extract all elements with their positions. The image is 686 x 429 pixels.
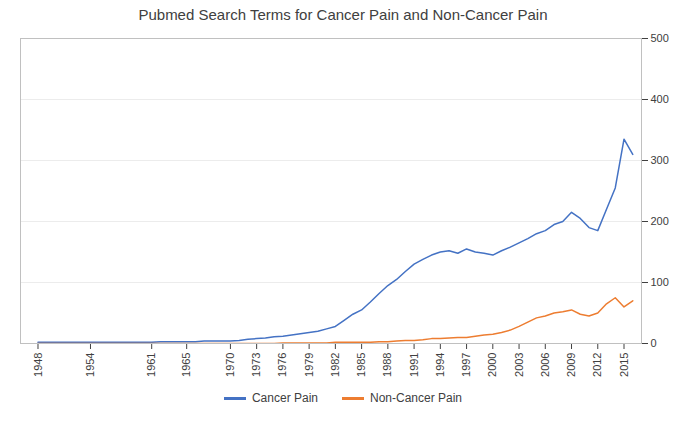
svg-text:200: 200	[651, 215, 669, 227]
svg-text:2006: 2006	[539, 353, 551, 377]
svg-text:0: 0	[651, 337, 657, 349]
svg-text:2000: 2000	[486, 353, 498, 377]
svg-text:100: 100	[651, 276, 669, 288]
svg-text:2015: 2015	[618, 353, 630, 377]
svg-text:1961: 1961	[145, 353, 157, 377]
svg-text:2012: 2012	[591, 353, 603, 377]
svg-text:1991: 1991	[408, 353, 420, 377]
svg-text:1985: 1985	[355, 353, 367, 377]
html-text:Non-Cancer Pain: Non-Cancer Pain	[370, 391, 462, 405]
html-text:Cancer Pain: Cancer Pain	[252, 391, 318, 405]
svg-text:2003: 2003	[513, 353, 525, 377]
svg-text:1982: 1982	[329, 353, 341, 377]
svg-text:1973: 1973	[250, 353, 262, 377]
svg-text:1988: 1988	[381, 353, 393, 377]
svg-text:1954: 1954	[84, 353, 96, 377]
svg-text:300: 300	[651, 154, 669, 166]
svg-text:500: 500	[651, 32, 669, 44]
svg-text:1994: 1994	[434, 353, 446, 377]
svg-text:1976: 1976	[276, 353, 288, 377]
svg-text:2009: 2009	[565, 353, 577, 377]
svg-text:1948: 1948	[32, 353, 44, 377]
svg-text:1970: 1970	[224, 353, 236, 377]
html-text:Pubmed Search Terms for Cancer: Pubmed Search Terms for Cancer Pain and …	[138, 6, 548, 23]
svg-text:1979: 1979	[303, 353, 315, 377]
svg-text:1965: 1965	[180, 353, 192, 377]
svg-text:400: 400	[651, 93, 669, 105]
svg-text:1997: 1997	[460, 353, 472, 377]
